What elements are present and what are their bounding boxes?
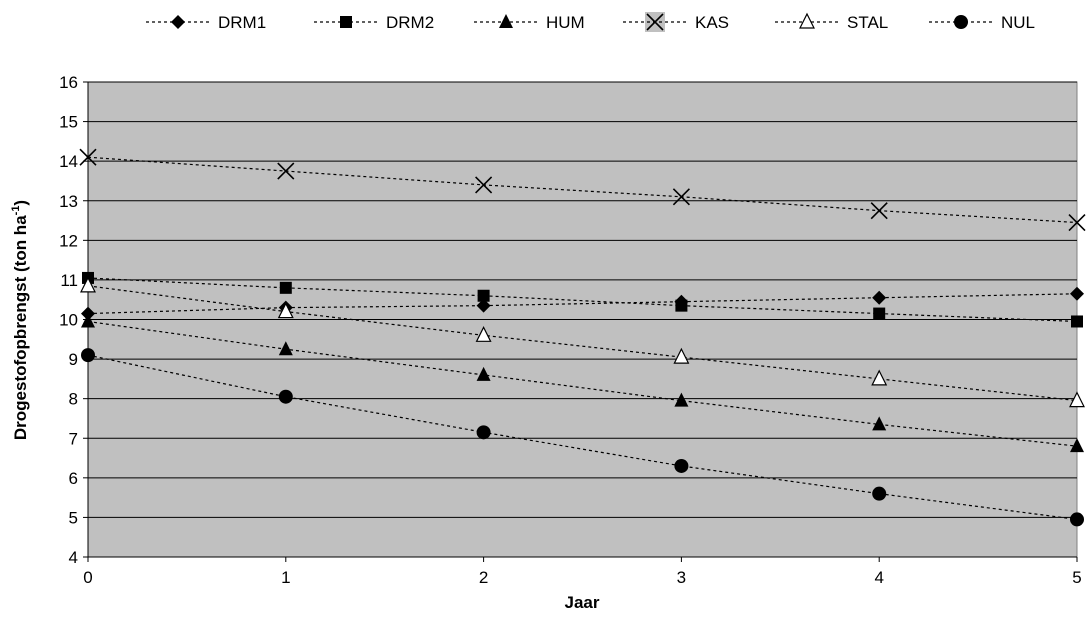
y-tick-label: 16: [59, 73, 78, 92]
x-axis-label: Jaar: [565, 593, 600, 612]
legend-marker: [171, 15, 185, 29]
series-line: [87, 354, 1078, 520]
gridlines: [88, 81, 1077, 518]
y-tick-label: 14: [59, 152, 78, 171]
y-axis-label-close: ): [11, 200, 30, 206]
data-point: [475, 325, 492, 342]
data-point: [873, 307, 886, 320]
series-nul: [81, 348, 1084, 527]
y-tick-label: 4: [69, 548, 78, 567]
data-point: [1070, 512, 1084, 527]
y-tick-label: 11: [60, 271, 78, 290]
legend-label: STAL: [847, 13, 888, 32]
data-point: [674, 392, 689, 407]
y-tick-label: 12: [59, 231, 78, 250]
data-point: [675, 299, 688, 312]
data-point: [1068, 213, 1086, 232]
legend-marker: [340, 16, 352, 28]
x-tick-label: 4: [874, 568, 883, 587]
legend-item-drm1: DRM1: [146, 13, 266, 32]
y-axis-label-main: Drogestofopbrengst (ton ha: [11, 215, 30, 440]
y-tick-label: 8: [69, 390, 78, 409]
series-kas: [79, 148, 1086, 232]
data-point: [80, 276, 96, 293]
legend-marker: [954, 15, 968, 29]
x-tick-label: 1: [281, 568, 290, 587]
y-tick-label: 7: [69, 429, 78, 448]
data-point: [1070, 286, 1084, 301]
data-point: [477, 289, 490, 302]
y-tick-label: 15: [59, 113, 78, 132]
data-point: [475, 176, 493, 194]
data-point: [79, 148, 97, 166]
data-point: [278, 341, 293, 356]
x-axis-ticks: 0 1 2 3 4 5: [83, 557, 1082, 587]
legend-marker: [646, 13, 664, 31]
legend-marker: [799, 12, 815, 29]
x-tick-label: 2: [479, 568, 488, 587]
data-point: [872, 486, 887, 501]
x-tick-label: 0: [83, 568, 92, 587]
series-line: [87, 320, 1078, 447]
legend-item-drm2: DRM2: [314, 13, 434, 32]
legend-item-stal: STAL: [775, 12, 888, 32]
x-tick-label: 3: [677, 568, 686, 587]
series-line: [87, 293, 1078, 315]
series-drm2: [82, 271, 1083, 328]
legend-item-kas: KAS: [623, 12, 729, 32]
series-hum: [81, 313, 1084, 453]
data-point: [278, 389, 293, 404]
data-point: [871, 369, 888, 386]
data-point: [872, 290, 887, 305]
legend: DRM1 DRM2 HUM KAS STAL NUL: [146, 12, 1035, 32]
x-tick-label: 5: [1072, 568, 1081, 587]
y-tick-label: 5: [69, 508, 78, 527]
y-axis-ticks: 4 5 6 7 8 9 10 11 12 13 14 15 16: [59, 73, 88, 567]
data-point: [1070, 438, 1084, 453]
y-axis-label: Drogestofopbrengst (ton ha-1): [10, 200, 30, 440]
legend-label: DRM1: [218, 13, 266, 32]
series-layer: [79, 148, 1086, 527]
data-point: [277, 162, 295, 180]
legend-label: KAS: [695, 13, 729, 32]
series-line: [87, 285, 1078, 402]
legend-label: DRM2: [386, 13, 434, 32]
data-point: [277, 302, 294, 319]
y-tick-label: 13: [59, 192, 78, 211]
y-tick-label: 9: [69, 350, 78, 369]
data-point: [476, 366, 491, 381]
data-point: [279, 281, 292, 294]
legend-label: HUM: [546, 13, 585, 32]
legend-marker: [499, 14, 513, 28]
data-point: [673, 347, 690, 364]
y-axis-label-sup: -1: [10, 206, 22, 216]
data-point: [81, 348, 95, 363]
data-point: [1069, 391, 1085, 408]
data-point: [674, 458, 689, 473]
data-point: [476, 425, 491, 440]
data-point: [872, 416, 887, 431]
legend-label: NUL: [1001, 13, 1035, 32]
legend-item-hum: HUM: [474, 13, 585, 32]
data-point: [1071, 315, 1083, 328]
y-tick-label: 6: [69, 469, 78, 488]
data-point: [81, 313, 95, 328]
data-point: [870, 202, 888, 220]
legend-item-nul: NUL: [929, 13, 1035, 32]
data-point: [476, 298, 491, 313]
y-tick-label: 10: [59, 311, 78, 330]
series-stal: [80, 276, 1085, 408]
data-point: [672, 188, 690, 206]
